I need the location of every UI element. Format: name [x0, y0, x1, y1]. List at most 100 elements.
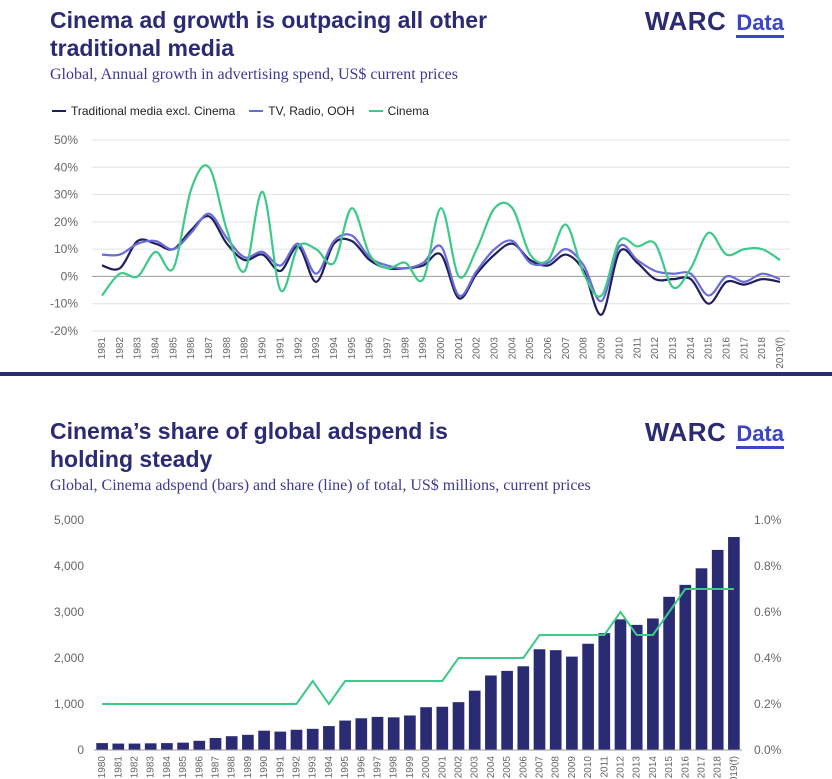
adspend-bar	[663, 596, 675, 750]
x-tick-label: 1997	[373, 756, 384, 779]
y-tick-label: 0	[77, 743, 84, 757]
adspend-bar	[598, 633, 611, 750]
x-tick-label: 2002	[472, 337, 483, 360]
adspend-bar	[647, 618, 659, 750]
adspend-bar	[371, 716, 384, 750]
y-tick-label: 1,000	[54, 697, 84, 711]
x-tick-label: 2005	[525, 337, 536, 360]
legend-swatch-tv	[249, 110, 264, 112]
adspend-bar	[614, 619, 627, 750]
x-tick-label: 2017	[739, 337, 750, 360]
y-tick-label: 4,000	[54, 559, 84, 573]
logo-brand: WARC	[644, 6, 727, 36]
legend-label-traditional: Traditional media excl. Cinema	[71, 104, 236, 118]
adspend-bar	[485, 675, 497, 750]
adspend-bar	[177, 742, 189, 750]
x-tick-label: 1981	[97, 337, 108, 360]
x-tick-label: 2018	[713, 756, 724, 779]
logo-product-2: Data	[736, 422, 784, 449]
x-tick-label: 2007	[561, 337, 572, 360]
x-tick-label: 1988	[222, 337, 233, 360]
y-tick-label: 50%	[54, 133, 78, 147]
chart1-subtitle: Global, Annual growth in advertising spe…	[50, 66, 458, 83]
adspend-bar	[128, 743, 141, 750]
x-tick-label: 1989	[243, 756, 254, 779]
adspend-bar	[290, 729, 303, 750]
x-tick-label: 2013	[668, 337, 679, 360]
x-tick-label: 1988	[227, 756, 238, 779]
adspend-bar	[161, 743, 173, 750]
x-tick-label: 2008	[579, 337, 590, 360]
warc-data-logo: WARC Data	[645, 6, 784, 38]
x-tick-label: 1985	[178, 756, 189, 779]
y2-tick-label: 0.6%	[754, 605, 782, 619]
x-tick-label: 2019(f)	[775, 337, 786, 369]
logo-product: Data	[736, 11, 784, 38]
adspend-bar	[209, 738, 222, 750]
adspend-bar	[517, 666, 530, 750]
x-tick-label: 2005	[502, 756, 513, 779]
chart1-title: Cinema ad growth is outpacing all other …	[50, 6, 487, 62]
x-tick-label: 2001	[437, 756, 448, 779]
adspend-bar	[582, 643, 594, 750]
x-tick-label: 2010	[614, 337, 625, 360]
y-tick-label: -20%	[50, 324, 78, 338]
x-tick-label: 1991	[275, 337, 286, 360]
x-tick-label: 2011	[599, 756, 610, 778]
legend-item-tv: TV, Radio, OOH	[249, 104, 355, 118]
x-tick-label: 1980	[97, 756, 108, 779]
panel-divider	[0, 372, 832, 376]
x-tick-label: 1986	[186, 337, 197, 360]
x-tick-label: 2015	[664, 756, 675, 779]
series-line	[101, 212, 781, 303]
adspend-bar	[306, 728, 319, 750]
share-chart-panel: Cinema’s share of global adspend is hold…	[0, 377, 832, 779]
x-tick-label: 2012	[616, 756, 627, 779]
chart2-title: Cinema’s share of global adspend is hold…	[50, 417, 448, 473]
chart1-legend: Traditional media excl. Cinema TV, Radio…	[52, 104, 429, 118]
x-tick-label: 1989	[240, 337, 251, 360]
y2-tick-label: 1.0%	[754, 513, 782, 527]
x-tick-label: 2006	[543, 337, 554, 360]
x-tick-label: 2009	[597, 337, 608, 360]
x-tick-label: 2006	[518, 756, 529, 779]
x-tick-label: 1990	[259, 756, 270, 779]
adspend-bar	[225, 736, 238, 750]
y2-tick-label: 0.2%	[754, 697, 782, 711]
x-tick-label: 1983	[133, 337, 144, 360]
adspend-bar	[549, 650, 562, 750]
x-tick-label: 2014	[686, 337, 697, 360]
x-tick-label: 2008	[551, 756, 562, 779]
x-tick-label: 1984	[162, 756, 173, 779]
growth-line-chart: -20% -10% 0% 10% 20% 30% 40% 50% 1981 1982 1983 198…	[50, 133, 790, 369]
y-tick-label: -10%	[50, 297, 78, 311]
x-tick-label: 2003	[490, 337, 501, 360]
series-line	[101, 164, 781, 298]
x-tick-label: 2014	[648, 756, 659, 779]
x-tick-label: 1983	[146, 756, 157, 779]
x-tick-label: 1996	[356, 756, 367, 779]
x-tick-label: 2010	[583, 756, 594, 779]
x-tick-label: 2009	[567, 756, 578, 779]
series-line	[101, 215, 781, 316]
logo-brand-2: WARC	[644, 417, 727, 447]
y2-tick-label: 0.8%	[754, 559, 782, 573]
y-tick-label: 0%	[61, 269, 79, 283]
adspend-bar	[711, 549, 724, 750]
x-tick-label: 1998	[389, 756, 400, 779]
x-tick-label: 1995	[340, 756, 351, 779]
y-tick-label: 5,000	[54, 513, 84, 527]
warc-data-logo-2: WARC Data	[645, 417, 784, 449]
x-tick-label: 2018	[757, 337, 768, 360]
legend-label-tv: TV, Radio, OOH	[268, 104, 355, 118]
x-tick-label: 2019(f)	[729, 756, 740, 779]
adspend-bar	[533, 649, 546, 750]
adspend-bar	[387, 717, 400, 750]
adspend-bar	[695, 568, 708, 750]
x-tick-label: 1993	[308, 756, 319, 779]
adspend-bar	[96, 743, 108, 750]
adspend-bar	[501, 670, 513, 750]
x-tick-label: 2016	[680, 756, 691, 779]
x-tick-label: 1994	[329, 337, 340, 360]
adspend-bar	[274, 731, 287, 750]
